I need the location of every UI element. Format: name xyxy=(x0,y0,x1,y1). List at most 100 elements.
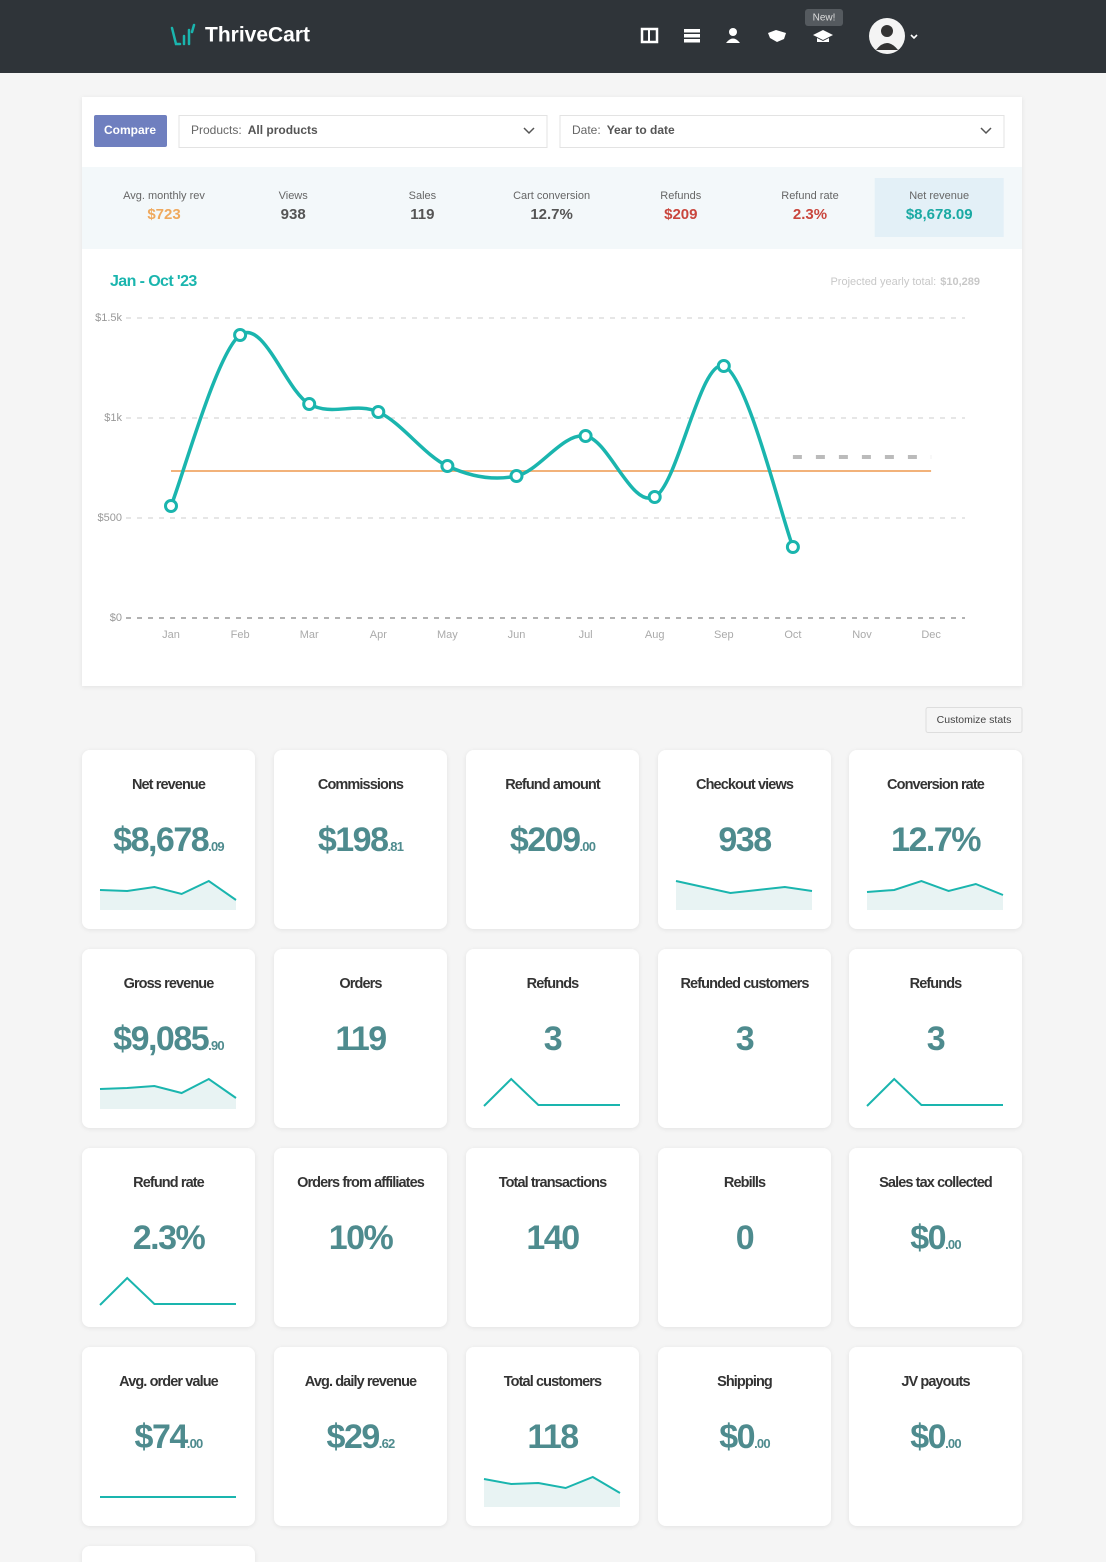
stat-card xyxy=(274,750,447,929)
affiliates-icon[interactable] xyxy=(768,30,786,42)
stat-value: 2.3% xyxy=(793,206,827,223)
stat-value: $8,678.09 xyxy=(906,206,973,223)
stat-card xyxy=(658,1347,831,1526)
card-value-cents: .09 xyxy=(208,839,224,854)
data-point xyxy=(716,359,731,373)
card-value: 10% xyxy=(329,1219,394,1257)
card-value: $74.00 xyxy=(135,1418,203,1456)
sparkline xyxy=(99,879,237,901)
card-value-cents: .90 xyxy=(208,1038,224,1053)
card-value-main: 140 xyxy=(526,1219,579,1257)
card-value: $0.00 xyxy=(910,1219,961,1257)
x-tick-label: Aug xyxy=(645,629,665,641)
card-value-cents: .00 xyxy=(945,1436,961,1451)
sparkline xyxy=(866,1077,1003,1107)
series-line xyxy=(169,330,795,548)
stat-label: Cart conversion xyxy=(513,190,590,202)
stat-card xyxy=(849,1347,1022,1526)
stat-card xyxy=(274,1148,447,1327)
stat-value: $209 xyxy=(664,206,697,223)
card-value-cents: .00 xyxy=(579,839,595,854)
card-title: Refunded customers xyxy=(680,976,809,992)
card-value-main: $9,085 xyxy=(113,1020,209,1058)
x-tick-label: Jul xyxy=(579,629,593,641)
card-value: 0 xyxy=(736,1219,754,1257)
projection-total: $10,289 xyxy=(940,276,980,288)
stat-card xyxy=(274,1347,447,1526)
stats-row xyxy=(82,167,1022,249)
card-value: 938 xyxy=(718,821,771,859)
sparkline xyxy=(866,879,1004,896)
card-title: Refunds xyxy=(527,976,580,992)
data-point xyxy=(302,397,317,411)
stat-card xyxy=(466,750,639,929)
y-tick-label: $1.5k xyxy=(95,312,122,324)
card-value-main: 2.3% xyxy=(133,1219,206,1257)
x-tick-label: Jun xyxy=(508,629,526,641)
card-value-main: $0 xyxy=(910,1219,945,1257)
compare-button[interactable] xyxy=(94,115,167,147)
avatar-body xyxy=(876,43,898,50)
date-dropdown[interactable] xyxy=(559,115,1005,148)
sparkline-area xyxy=(100,1079,236,1109)
x-tick-label: Mar xyxy=(300,629,319,641)
card-value-main: $29 xyxy=(327,1418,380,1456)
stat-label: Sales xyxy=(409,190,437,202)
card-value: $198.81 xyxy=(318,821,404,859)
card-value: 3 xyxy=(736,1020,754,1058)
stat-card xyxy=(274,949,447,1128)
stat-value: 12.7% xyxy=(530,206,573,223)
x-tick-label: Sep xyxy=(714,629,734,641)
customize-label: Customize stats xyxy=(937,714,1012,726)
card-value: $9,085.90 xyxy=(113,1020,224,1058)
customize-button[interactable] xyxy=(925,707,1023,733)
card-value-cents: .00 xyxy=(945,1237,961,1252)
card-title: Refunds xyxy=(910,976,963,992)
card-value: 119 xyxy=(335,1020,386,1058)
card-value-main: $8,678 xyxy=(113,821,209,859)
card-title: Avg. daily revenue xyxy=(305,1374,417,1390)
card-value-main: 3 xyxy=(736,1020,754,1058)
card-title: Refund amount xyxy=(505,777,601,793)
card-value: 118 xyxy=(527,1418,578,1456)
card-value: 3 xyxy=(544,1020,562,1058)
stat-label: Views xyxy=(279,190,309,202)
stat-card xyxy=(82,1546,255,1562)
card-value: $8,678.09 xyxy=(113,821,224,859)
stat-card xyxy=(466,949,639,1128)
data-point xyxy=(785,540,800,554)
card-value-main: 3 xyxy=(927,1020,945,1058)
projection-text: Projected yearly total: $10,289 xyxy=(830,276,980,288)
card-value: $0.00 xyxy=(910,1418,961,1456)
stat-value: 938 xyxy=(281,206,306,223)
projection-label: Projected yearly total: xyxy=(830,276,936,288)
stat-value: 119 xyxy=(410,206,434,223)
card-value-main: $209 xyxy=(510,821,580,859)
card-value: 12.7% xyxy=(891,821,981,859)
avatar-caret[interactable] xyxy=(910,34,918,40)
learn-icon[interactable] xyxy=(813,30,833,42)
card-value: 140 xyxy=(526,1219,579,1257)
card-title: Gross revenue xyxy=(124,976,215,992)
logo[interactable]: ThriveCart xyxy=(205,24,310,47)
list-icon[interactable] xyxy=(684,29,700,43)
products-label: Products: xyxy=(191,123,242,137)
card-title: Total transactions xyxy=(499,1175,607,1191)
stat-label: Avg. monthly rev xyxy=(123,190,205,202)
date-label: Date: Year to date xyxy=(572,123,675,137)
card-value-main: 119 xyxy=(335,1020,386,1058)
stat-highlight xyxy=(874,178,1004,237)
card-value-cents: .62 xyxy=(379,1436,395,1451)
card-value-main: $0 xyxy=(910,1418,945,1456)
y-tick-label: $0 xyxy=(110,612,122,624)
card-value-main: 12.7% xyxy=(891,821,981,859)
stat-label: Refund rate xyxy=(781,190,838,202)
card-title: Orders from affiliates xyxy=(297,1175,425,1191)
card-title: Net revenue xyxy=(132,777,206,793)
user-icon[interactable] xyxy=(726,28,740,43)
stat-value: $723 xyxy=(147,206,180,223)
sparkline xyxy=(483,1475,621,1494)
card-value-main: 118 xyxy=(527,1418,578,1456)
products-dropdown[interactable] xyxy=(178,115,548,148)
